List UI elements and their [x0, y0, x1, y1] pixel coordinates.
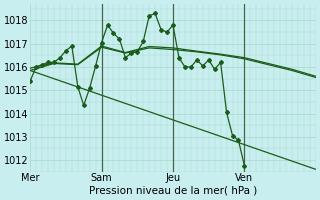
X-axis label: Pression niveau de la mer( hPa ): Pression niveau de la mer( hPa ) — [89, 186, 257, 196]
